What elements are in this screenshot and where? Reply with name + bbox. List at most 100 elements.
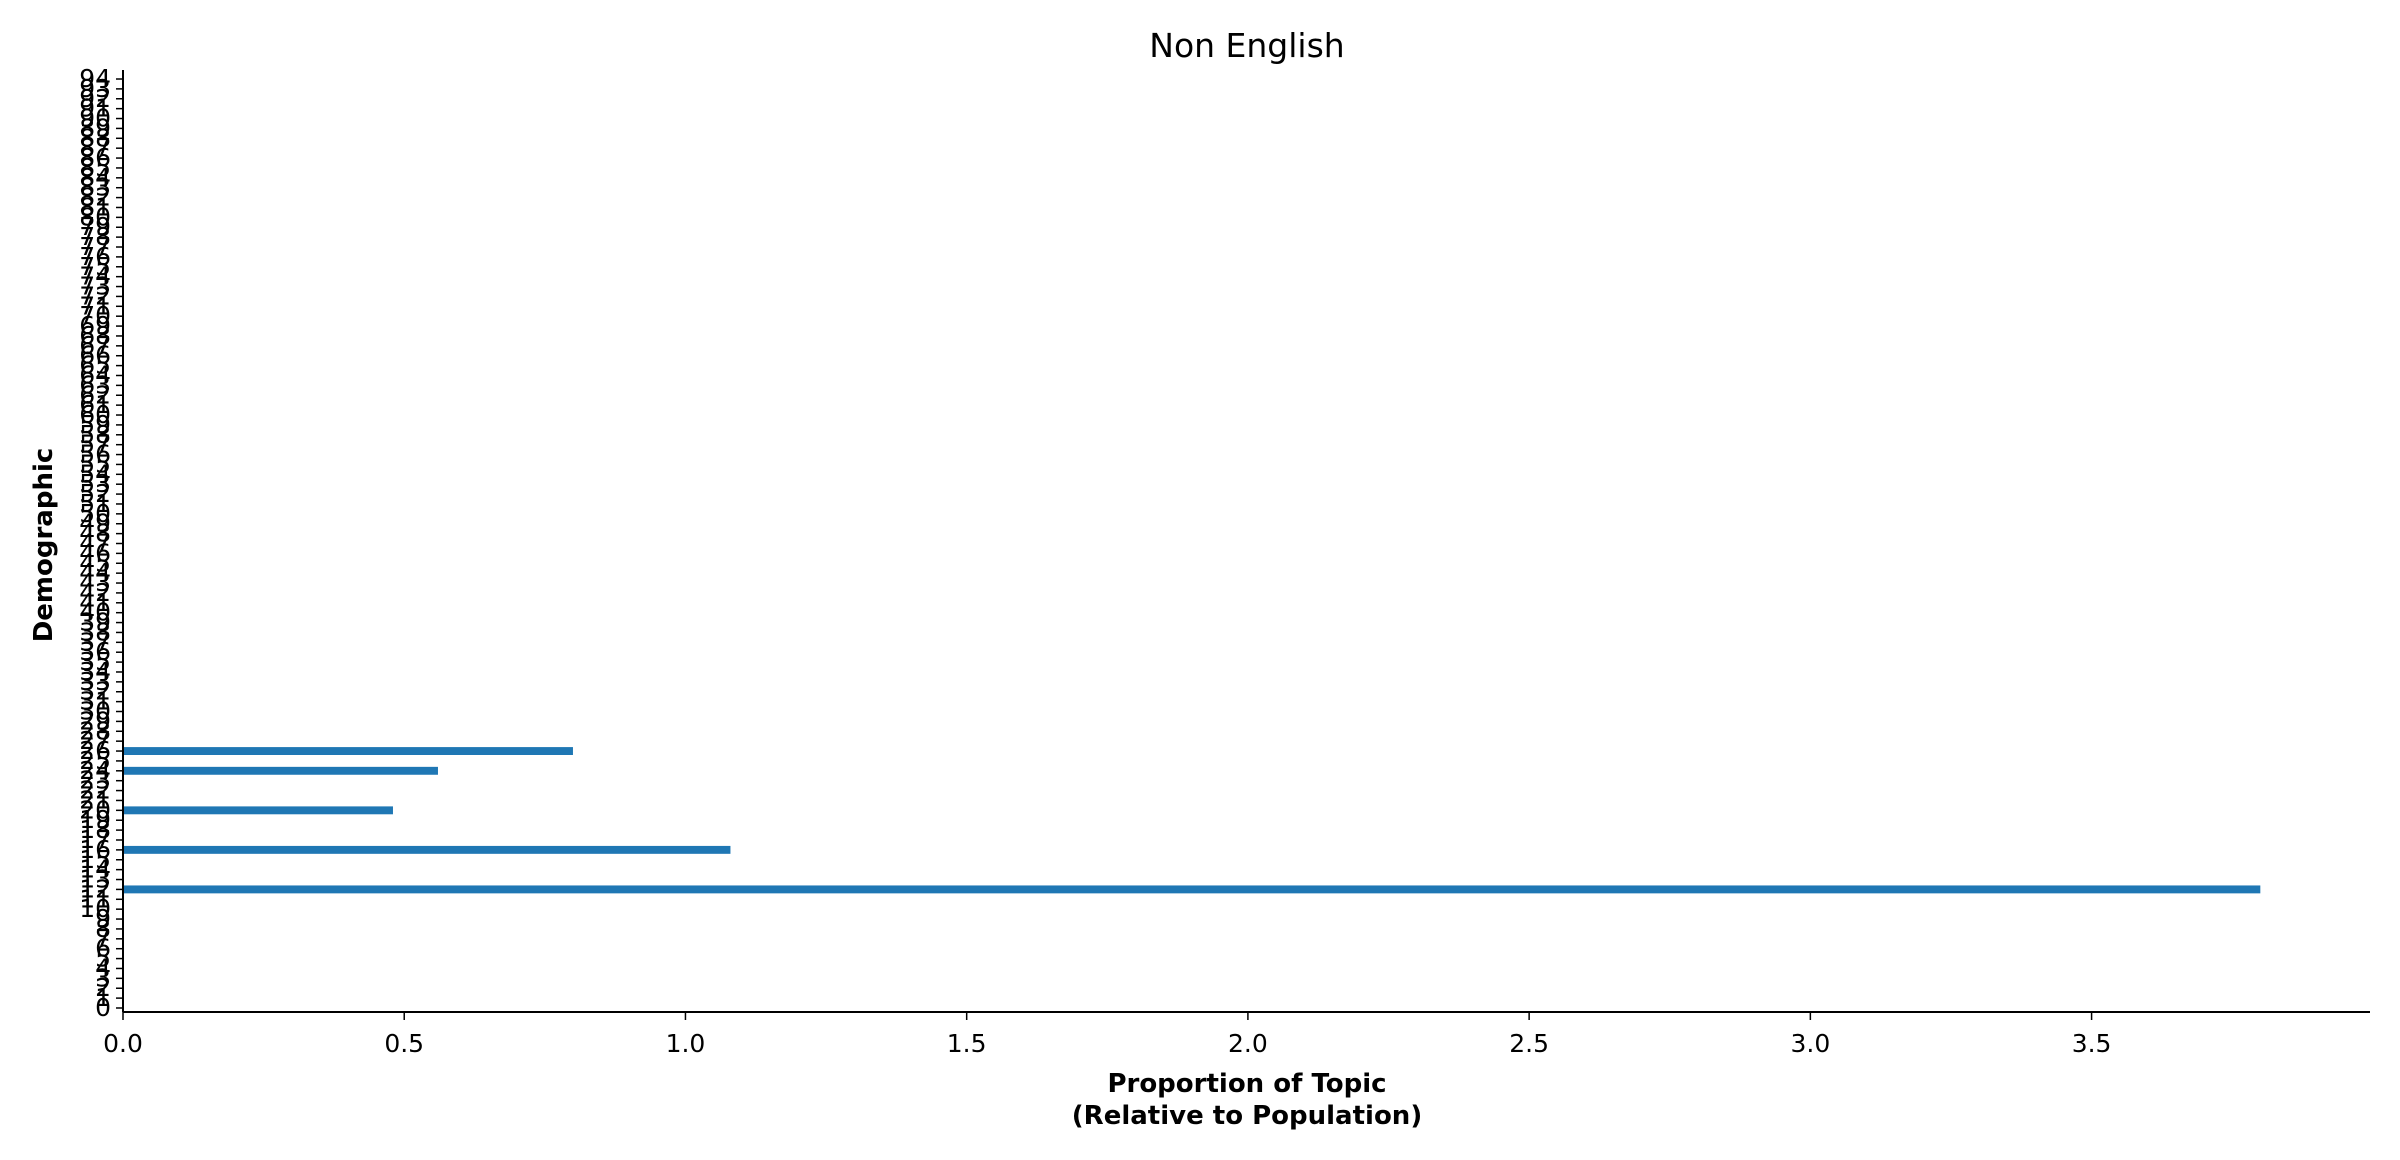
y-tick-label: 74 [79,262,111,291]
y-tick-label: 63 [79,370,111,399]
bar-20 [123,806,393,815]
y-tick-label: 35 [79,647,111,676]
y-tick-label: 26 [79,736,111,765]
y-tick-label: 32 [79,677,111,706]
y-tick-label: 75 [79,252,111,281]
y-tick-label: 94 [79,64,111,93]
y-tick-label: 55 [79,449,111,478]
y-tick-label: 19 [79,805,111,834]
chart-title: Non English [1149,26,1344,65]
y-tick-label: 2 [95,973,111,1002]
y-tick-label: 25 [79,746,111,775]
y-tick-label: 79 [79,212,111,241]
y-tick-label: 12 [79,874,111,903]
y-tick-label: 86 [79,143,111,172]
y-tick-label: 76 [79,242,111,271]
y-tick-label: 51 [79,489,111,518]
y-tick-label: 30 [79,697,111,726]
x-ticks-group: 0.0 0.5 1.0 1.5 2.0 2.5 3.0 3.5 [103,1012,2111,1058]
x-tick-label: 0.0 [103,1029,143,1058]
y-tick-label: 39 [79,608,111,637]
x-tick-label: 1.5 [947,1029,987,1058]
y-tick-label: 42 [79,578,111,607]
x-tick-label: 2.5 [1509,1029,1549,1058]
y-tick-label: 8 [95,914,111,943]
y-tick-label: 73 [79,272,111,301]
bar-26 [123,747,573,755]
y-tick-label: 82 [79,183,111,212]
y-tick-label: 87 [79,133,111,162]
y-tick-label: 44 [79,558,111,587]
y-tick-label: 71 [79,291,111,320]
y-tick-label: 80 [79,202,111,231]
y-tick-label: 28 [79,716,111,745]
bar-12 [123,885,2261,894]
y-tick-label: 5 [95,944,111,973]
y-tick-label: 52 [79,479,111,508]
y-tick-label: 57 [79,430,111,459]
y-tick-label: 92 [79,84,111,113]
y-tick-label: 45 [79,548,111,577]
y-tick-label: 40 [79,598,111,627]
x-axis-label-line1: Proportion of Topic [1107,1069,1386,1099]
y-tick-label: 13 [79,865,111,894]
y-tick-label: 68 [79,321,111,350]
y-tick-label: 29 [79,706,111,735]
y-tick-label: 31 [79,687,111,716]
y-tick-label: 15 [79,845,111,874]
y-tick-label: 64 [79,360,111,389]
y-tick-label: 24 [79,756,111,785]
y-tick-label: 84 [79,163,111,192]
y-tick-label: 47 [79,529,111,558]
y-tick-label: 61 [79,390,111,419]
y-tick-label: 65 [79,351,111,380]
y-tick-label: 67 [79,331,111,360]
y-tick-label: 33 [79,667,111,696]
y-tick-label: 36 [79,637,111,666]
y-tick-label: 9 [95,904,111,933]
y-tick-label: 38 [79,617,111,646]
y-tick-label: 18 [79,815,111,844]
y-tick-label: 81 [79,192,111,221]
y-tick-label: 21 [79,785,111,814]
y-tick-label: 17 [79,825,111,854]
x-axis-label-line2: (Relative to Population) [1072,1101,1422,1131]
y-tick-label: 54 [79,459,111,488]
bar-16 [123,845,731,854]
y-tick-label: 66 [79,341,111,370]
y-tick-label: 89 [79,113,111,142]
x-tick-label: 1.0 [666,1029,706,1058]
y-tick-label: 90 [79,104,111,133]
y-tick-label: 70 [79,301,111,330]
y-tick-label: 37 [79,627,111,656]
y-tick-label: 48 [79,519,111,548]
x-tick-label: 2.0 [1228,1029,1268,1058]
y-tick-label: 56 [79,440,111,469]
y-tick-label: 46 [79,538,111,567]
bar-24 [123,766,438,775]
x-tick-label: 3.5 [2072,1029,2112,1058]
y-tick-label: 3 [95,963,111,992]
y-tick-label: 53 [79,469,111,498]
y-tick-label: 85 [79,153,111,182]
y-tick-label: 41 [79,588,111,617]
y-tick-label: 60 [79,400,111,429]
y-tick-label: 6 [95,934,111,963]
y-tick-label: 59 [79,410,111,439]
y-tick-label: 91 [79,94,111,123]
y-axis-label: Demographic [29,448,59,643]
y-tick-label: 78 [79,222,111,251]
y-tick-label: 16 [79,835,111,864]
y-tick-label: 11 [79,884,111,913]
y-tick-label: 93 [79,74,111,103]
y-tick-label: 4 [95,953,111,982]
y-tick-label: 27 [79,726,111,755]
y-tick-label: 72 [79,281,111,310]
y-ticks-group: 0123456789101112131415161718192021222324… [79,64,123,1022]
y-tick-label: 83 [79,173,111,202]
y-tick-label: 58 [79,420,111,449]
y-tick-label: 14 [79,855,111,884]
y-tick-label: 7 [95,924,111,953]
y-tick-label: 34 [79,657,111,686]
